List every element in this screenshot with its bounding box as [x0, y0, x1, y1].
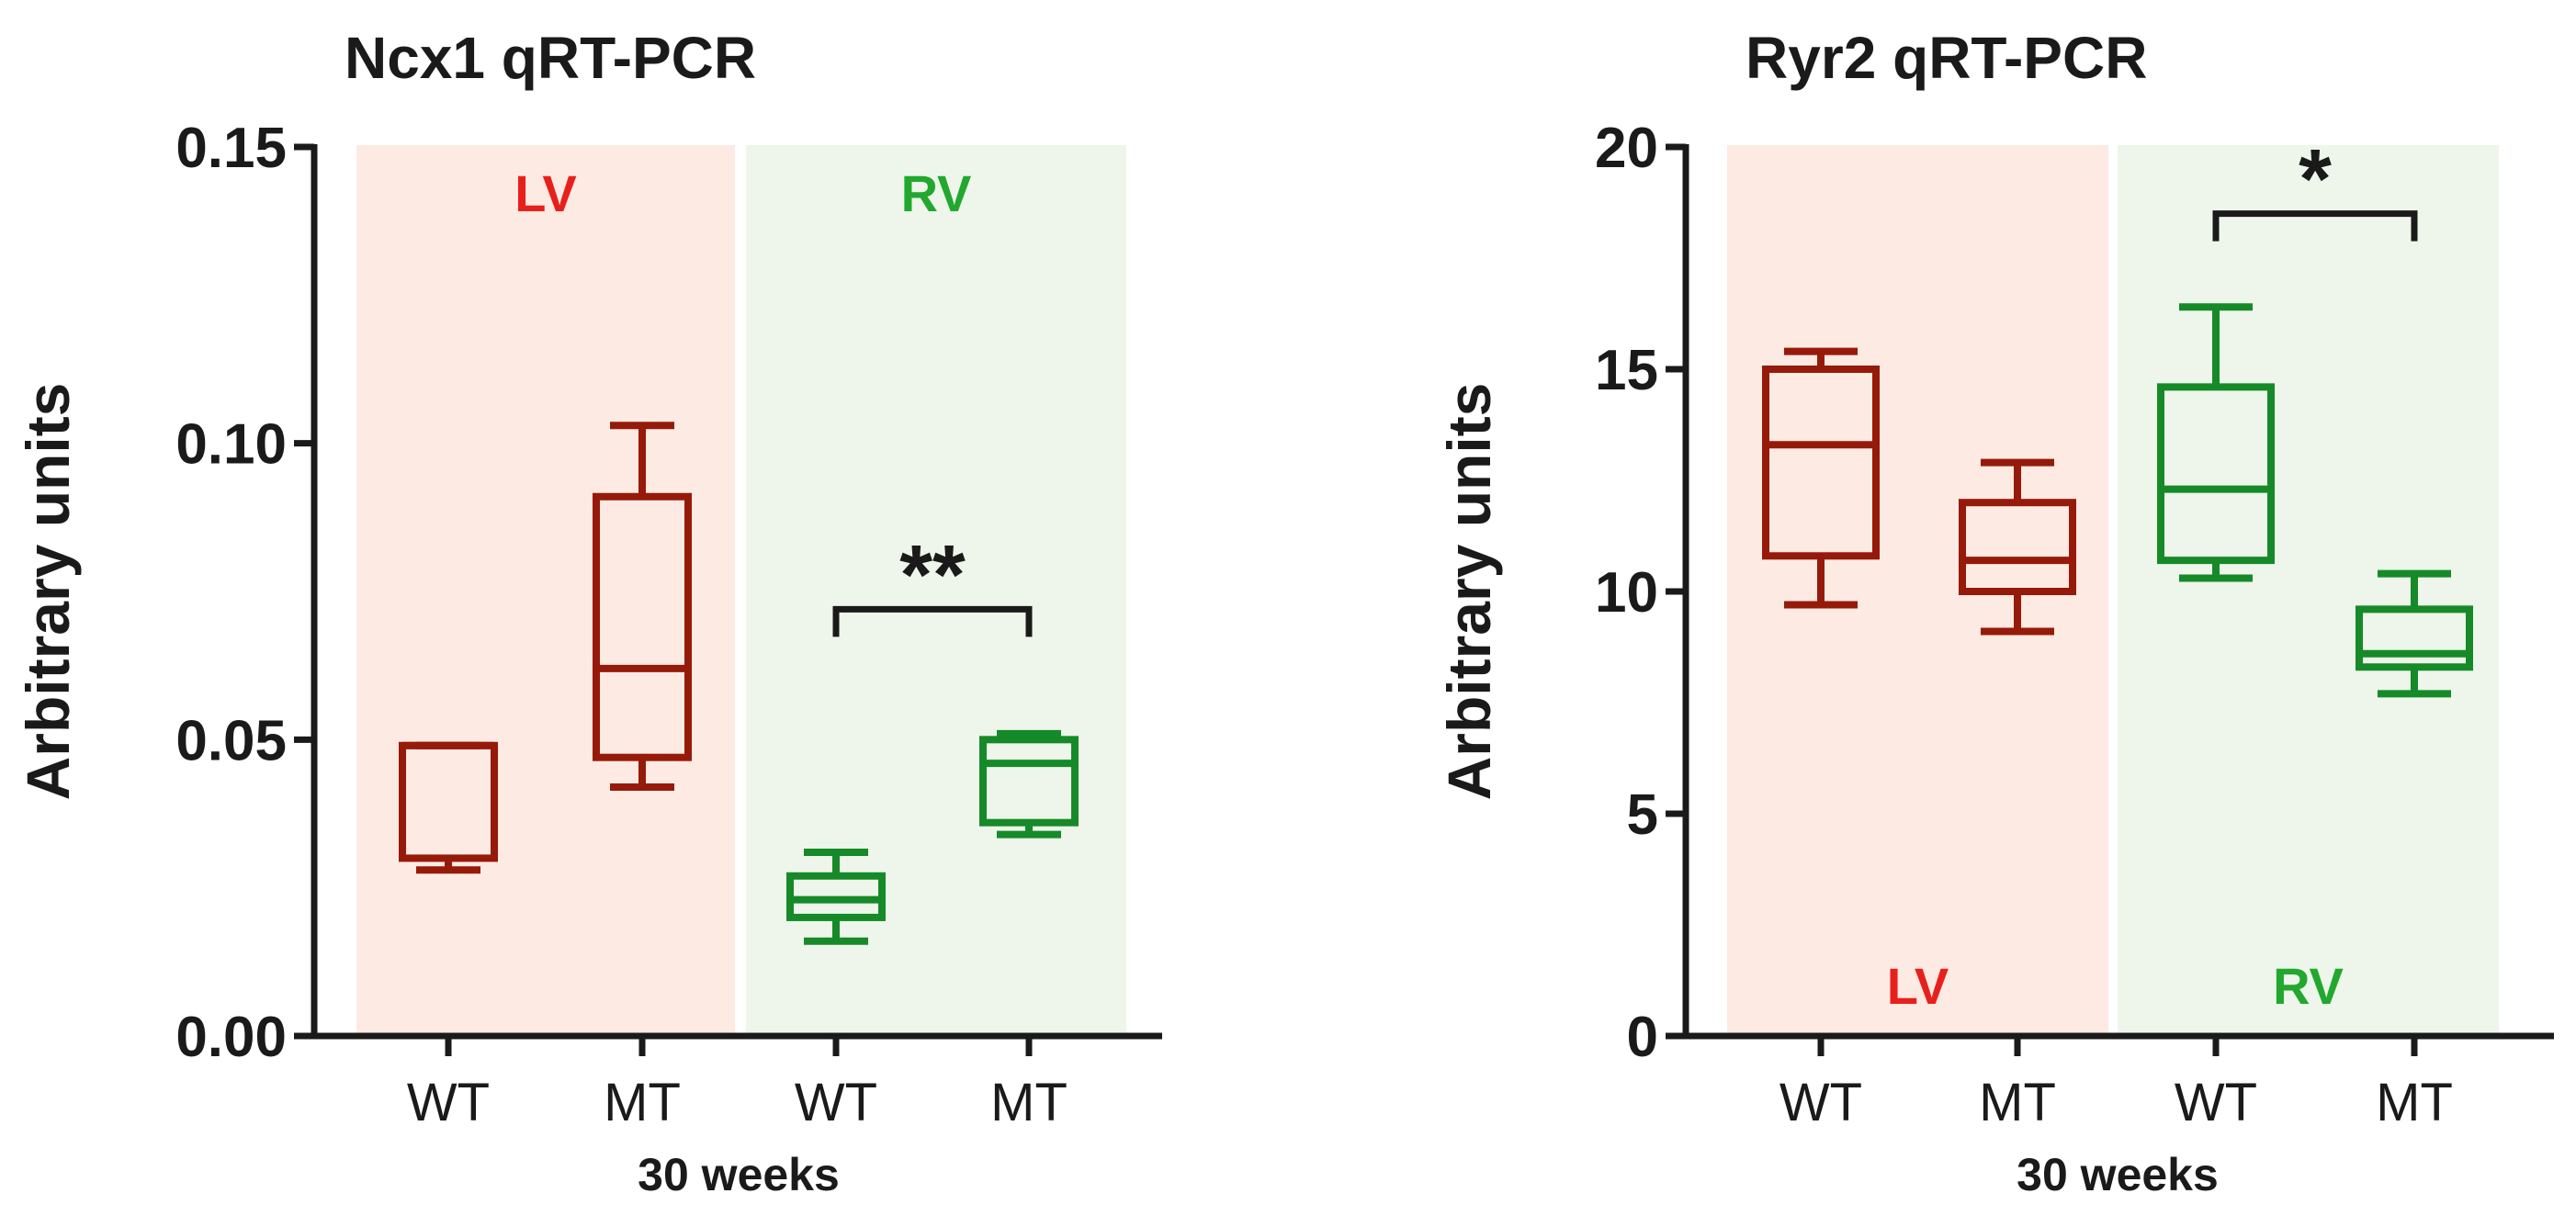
box-iqr	[2157, 383, 2275, 565]
region-band-rv	[746, 145, 1126, 1036]
box-rv-wt	[2157, 303, 2275, 582]
y-tick-label: 5	[1627, 783, 1658, 847]
region-label-lv: LV	[514, 164, 576, 222]
box-rv-mt	[979, 729, 1079, 839]
box-lv-mt	[1959, 458, 2076, 636]
y-tick-label: 0.10	[175, 413, 287, 477]
box-lv-wt	[399, 741, 498, 874]
region-label-rv: RV	[901, 164, 972, 222]
x-tick-label: MT	[2376, 1073, 2453, 1132]
y-tick-label: 0	[1627, 1006, 1658, 1069]
y-tick-label: 10	[1595, 561, 1658, 625]
chart-panel-1: LV RV 0.00 0.05 0.10 0.15 WT MT WT MT ** Ncx1 qRT-P…	[14, 25, 1162, 1200]
box-iqr	[1959, 499, 2076, 596]
box-iqr	[2356, 605, 2473, 671]
chart-panel-2: LV RV 0 5 10 15 20 WT MT WT MT * Ryr2 qRT-PCR Arbitra…	[1435, 25, 2554, 1200]
region-label-rv: RV	[2273, 957, 2344, 1015]
y-axis-label: Arbitrary units	[1435, 383, 1503, 801]
y-tick-label: 0.00	[175, 1006, 287, 1069]
significance-marker: *	[2299, 133, 2332, 227]
box-rv-wt	[786, 848, 886, 945]
region-label-lv: LV	[1887, 957, 1949, 1015]
significance-bracket	[832, 605, 1033, 637]
x-tick-label: WT	[1779, 1073, 1862, 1132]
chart-title: Ryr2 qRT-PCR	[1746, 25, 2147, 91]
box-iqr	[1762, 366, 1880, 560]
significance-bracket	[2212, 210, 2418, 242]
box-iqr	[593, 492, 692, 761]
y-tick-label: 20	[1595, 117, 1658, 180]
region-band-rv	[2118, 145, 2499, 1036]
x-tick-label: MT	[604, 1073, 681, 1132]
box-iqr	[979, 736, 1079, 827]
significance-marker: **	[899, 528, 966, 622]
chart-title: Ncx1 qRT-PCR	[345, 25, 756, 91]
y-tick-label: 0.05	[175, 709, 287, 772]
box-lv-mt	[593, 422, 692, 791]
x-tick-label: WT	[407, 1073, 490, 1132]
x-tick-label: WT	[2175, 1073, 2257, 1132]
box-rv-mt	[2356, 569, 2473, 698]
region-band-lv	[356, 145, 735, 1036]
x-tick-label: MT	[990, 1073, 1068, 1132]
box-lv-wt	[1762, 347, 1880, 609]
x-axis-label: 30 weeks	[2017, 1149, 2219, 1200]
x-tick-label: MT	[1979, 1073, 2056, 1132]
y-axis-label: Arbitrary units	[14, 383, 82, 801]
x-tick-label: WT	[795, 1073, 877, 1132]
y-tick-label: 15	[1595, 339, 1658, 402]
y-tick-label: 0.15	[175, 117, 287, 180]
x-axis-label: 30 weeks	[638, 1149, 840, 1200]
